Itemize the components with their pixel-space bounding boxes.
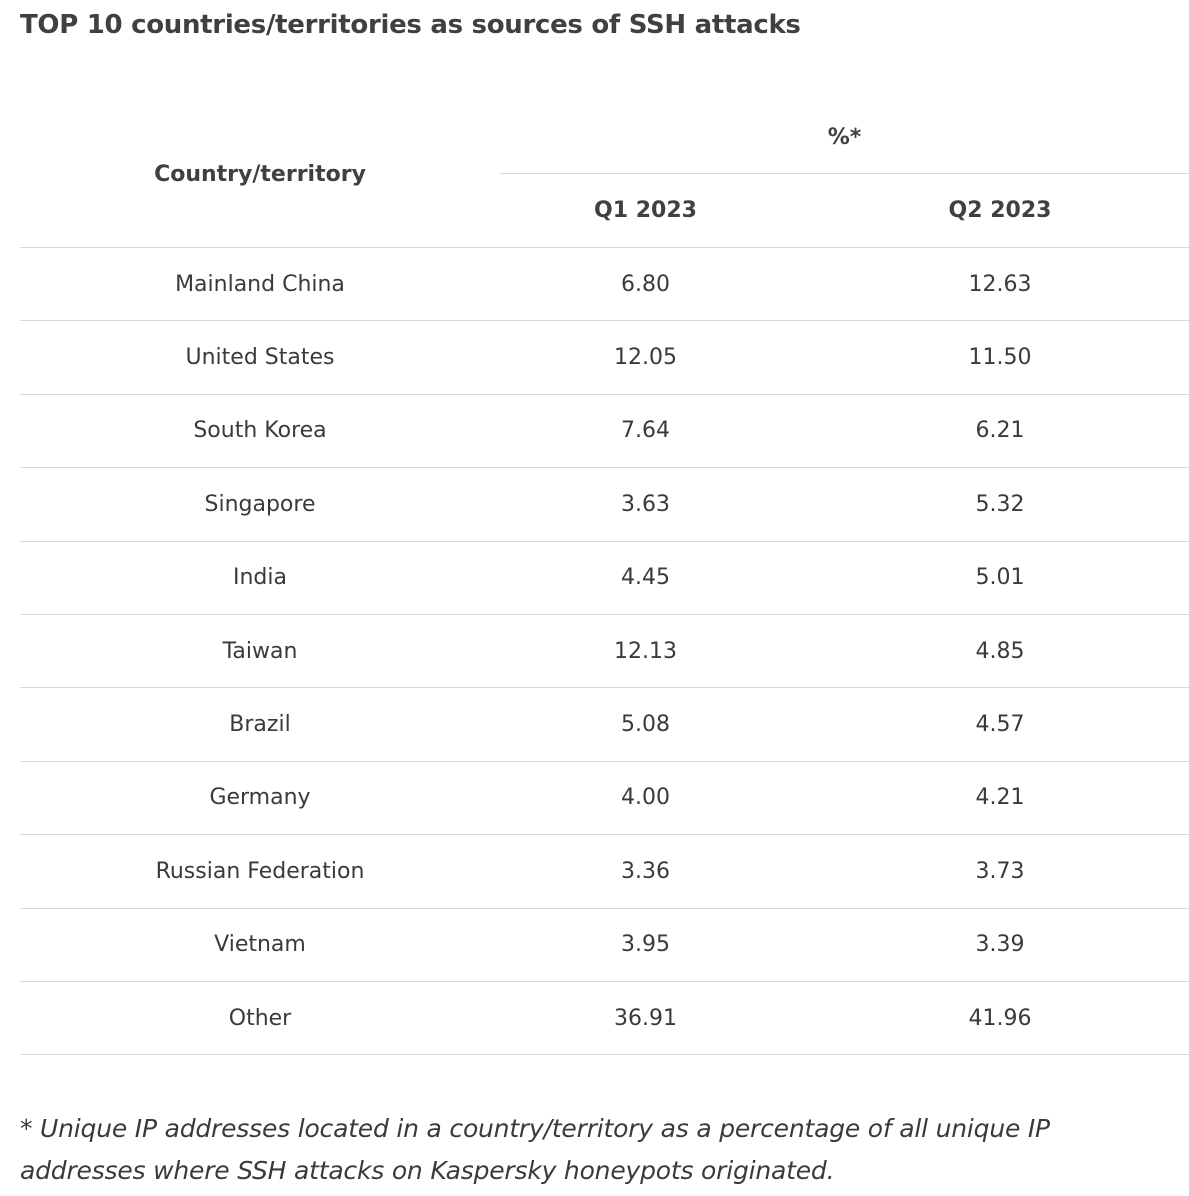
cell-q1: 3.63 xyxy=(500,467,851,542)
cell-q1: 12.13 xyxy=(500,614,851,689)
header-country: Country/territory xyxy=(20,101,500,248)
ssh-attacks-table: Country/territory %* Q1 2023 Q2 2023 Mai… xyxy=(20,101,1189,1056)
cell-q2: 4.57 xyxy=(851,687,1189,762)
cell-country: South Korea xyxy=(20,394,500,469)
cell-q1: 3.95 xyxy=(500,908,851,982)
table-row: Brazil 5.08 4.57 xyxy=(20,687,1189,762)
header-q2: Q2 2023 xyxy=(851,173,1189,248)
cell-q2: 5.01 xyxy=(851,541,1189,615)
cell-q1: 12.05 xyxy=(500,320,851,395)
table-row: Other 36.91 41.96 xyxy=(20,981,1189,1056)
cell-country: Other xyxy=(20,981,500,1056)
cell-country: Germany xyxy=(20,761,500,836)
cell-country: Brazil xyxy=(20,687,500,762)
cell-q1: 4.00 xyxy=(500,761,851,836)
table-row: Germany 4.00 4.21 xyxy=(20,761,1189,836)
table-row: Taiwan 12.13 4.85 xyxy=(20,614,1189,689)
header-percent: %* xyxy=(500,101,1189,174)
cell-q1: 7.64 xyxy=(500,394,851,469)
cell-q2: 4.85 xyxy=(851,614,1189,689)
cell-q2: 11.50 xyxy=(851,320,1189,395)
cell-q1: 36.91 xyxy=(500,981,851,1056)
cell-country: Mainland China xyxy=(20,247,500,322)
table-row: South Korea 7.64 6.21 xyxy=(20,394,1189,469)
table-row: Vietnam 3.95 3.39 xyxy=(20,908,1189,982)
cell-q2: 3.39 xyxy=(851,908,1189,982)
cell-q2: 6.21 xyxy=(851,394,1189,469)
cell-q2: 3.73 xyxy=(851,834,1189,909)
footnote: * Unique IP addresses located in a count… xyxy=(20,1114,1050,1185)
cell-q1: 3.36 xyxy=(500,834,851,909)
cell-country: Vietnam xyxy=(20,908,500,982)
table-body: Mainland China 6.80 12.63 United States 12.0… xyxy=(20,247,1189,1056)
cell-q2: 41.96 xyxy=(851,981,1189,1056)
table-row: United States 12.05 11.50 xyxy=(20,320,1189,395)
table-row: Russian Federation 3.36 3.73 xyxy=(20,834,1189,909)
cell-country: United States xyxy=(20,320,500,395)
cell-country: Russian Federation xyxy=(20,834,500,909)
cell-q2: 4.21 xyxy=(851,761,1189,836)
cell-q2: 5.32 xyxy=(851,467,1189,542)
cell-q1: 6.80 xyxy=(500,247,851,322)
page-title: TOP 10 countries/territories as sources … xyxy=(20,10,801,40)
cell-q1: 5.08 xyxy=(500,687,851,762)
cell-country: Taiwan xyxy=(20,614,500,689)
cell-country: Singapore xyxy=(20,467,500,542)
table-row: Singapore 3.63 5.32 xyxy=(20,467,1189,542)
header-q1: Q1 2023 xyxy=(500,173,851,248)
table-row: Mainland China 6.80 12.63 xyxy=(20,247,1189,322)
cell-country: India xyxy=(20,541,500,615)
cell-q2: 12.63 xyxy=(851,247,1189,322)
cell-q1: 4.45 xyxy=(500,541,851,615)
table-row: India 4.45 5.01 xyxy=(20,541,1189,615)
